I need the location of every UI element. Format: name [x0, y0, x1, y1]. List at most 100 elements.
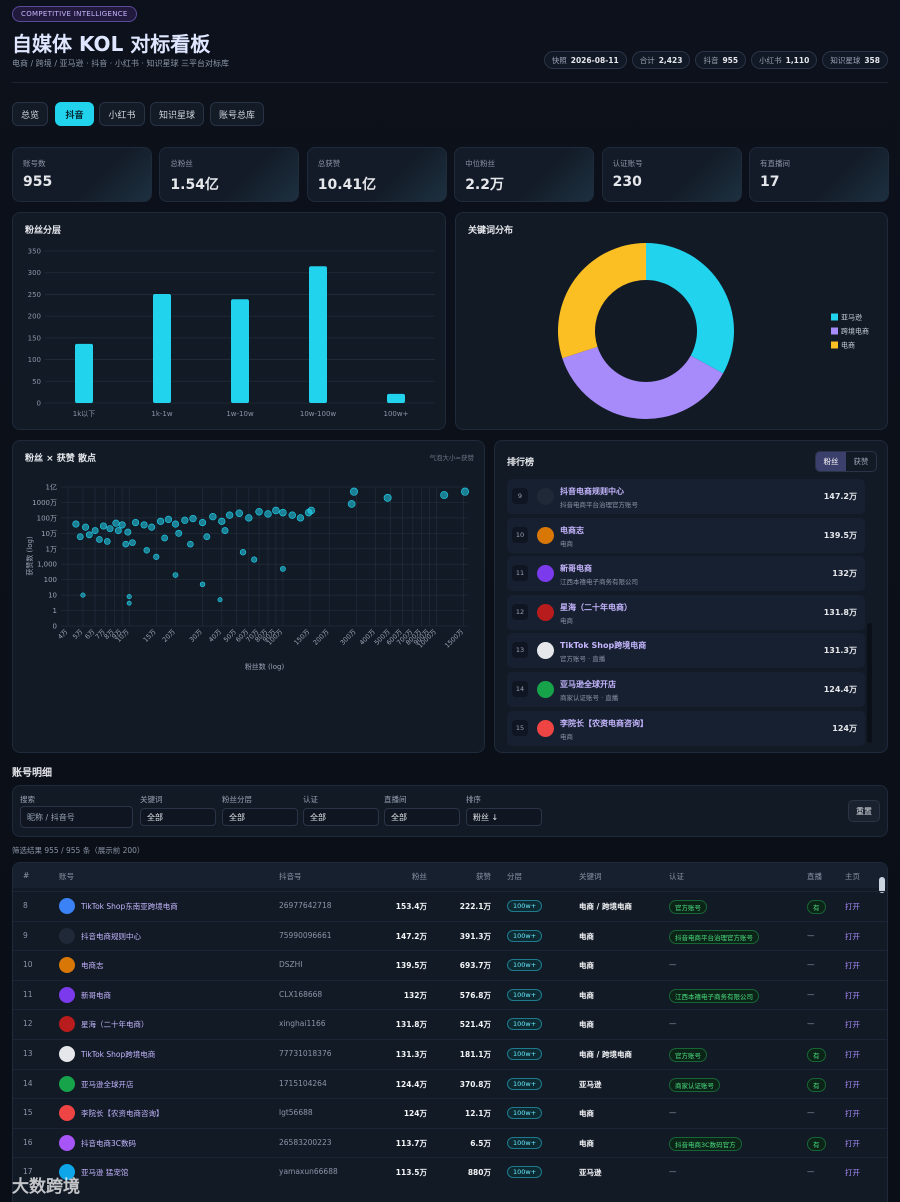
table-header-bg — [13, 863, 887, 888]
tab[interactable]: 总览 — [12, 102, 48, 126]
table-cell: 14 — [23, 1078, 33, 1088]
kpi-value: 955 — [23, 174, 53, 190]
open-link[interactable]: 打开 — [845, 931, 860, 941]
kpi-value: 17 — [760, 174, 780, 190]
legend-swatch — [831, 341, 838, 349]
table-cell: 370.8万 — [459, 1079, 491, 1089]
open-link[interactable]: 打开 — [845, 1050, 860, 1059]
open-link[interactable]: 打开 — [845, 1138, 860, 1148]
kpi-value: 1.54亿 — [170, 177, 219, 193]
filter-label: 搜索 — [20, 795, 35, 804]
table-row-line — [13, 950, 887, 952]
rank-number: 11 — [512, 565, 528, 582]
rank-number: 13 — [512, 642, 528, 659]
table-cell: 26977642718 — [279, 901, 332, 910]
pill-value: 1,110 — [785, 55, 810, 65]
table-cell: 电商 / 跨境电商 — [579, 1050, 632, 1059]
y-tick-label: 0 — [53, 623, 57, 631]
scatter-point — [296, 514, 305, 522]
scatter-point — [209, 513, 217, 521]
pill-value: 955 — [722, 55, 739, 65]
open-link[interactable]: 打开 — [845, 990, 860, 1000]
filter-select[interactable]: 全部 — [303, 808, 379, 826]
table-cell: 391.3万 — [459, 931, 491, 941]
avatar — [59, 927, 75, 944]
table-row-line — [13, 1068, 887, 1070]
open-link[interactable]: 打开 — [845, 1020, 860, 1030]
filter-label: 认证 — [303, 795, 318, 804]
open-link[interactable]: 打开 — [845, 902, 860, 911]
table-row-line — [13, 1098, 887, 1100]
open-link[interactable]: 打开 — [845, 1168, 860, 1178]
table-cell: — — [807, 1019, 815, 1029]
y-tick-label: 10万 — [41, 530, 57, 538]
tab[interactable]: 知识星球 — [150, 102, 204, 126]
rank-value: 139.5万 — [823, 530, 857, 540]
tab[interactable]: 小红书 — [99, 102, 145, 126]
ranking-row: 15 李院长【农资电商咨询】 电商 124万 — [507, 710, 865, 746]
search-input[interactable]: 昵称 / 抖音号 — [20, 806, 133, 828]
tier-tag: 100w+ — [507, 1136, 543, 1149]
scatter-point — [307, 506, 316, 515]
watermark: 大数跨境 — [12, 1177, 80, 1197]
table-cell: 576.8万 — [459, 990, 491, 1000]
legend-swatch — [831, 327, 838, 335]
scatter-point — [114, 527, 122, 535]
y-tick-label: 100 — [28, 356, 41, 364]
account-sub: 电商 — [560, 539, 573, 548]
kpi-value: 2.2万 — [465, 177, 504, 193]
table-cell: — — [807, 930, 815, 940]
kpi-card: 有直播间 17 — [749, 147, 889, 202]
filter-select[interactable]: 粉丝 ↓ — [466, 808, 542, 826]
filter-select[interactable]: 全部 — [384, 808, 460, 826]
live-tag: 有 — [807, 1077, 826, 1092]
y-axis-title: 获赞数 (log) — [25, 536, 34, 576]
live-tag: 有 — [807, 1136, 826, 1151]
open-link[interactable]: 打开 — [845, 1079, 860, 1089]
scatter-point — [171, 520, 180, 528]
tab-active[interactable]: 抖音 — [55, 102, 94, 126]
toggle-option-active[interactable]: 粉丝 — [816, 452, 846, 471]
result-count: 筛选结果 955 / 955 条（展示前 200） — [12, 846, 145, 855]
scatter-point — [103, 538, 111, 545]
rank-value: 131.3万 — [823, 646, 857, 656]
reset-button[interactable]: 重置 — [848, 800, 880, 822]
open-link[interactable]: 打开 — [845, 961, 860, 971]
legend-swatch — [831, 313, 838, 321]
account-name: 李院长【农资电商咨询】 — [81, 1109, 164, 1119]
ranking-row: 13 TikTok Shop跨境电商 官方账号 · 直播 131.3万 — [507, 633, 865, 669]
kpi-value: 10.41亿 — [317, 177, 377, 193]
scatter-point — [118, 521, 126, 529]
x-tick-label: 1w-10w — [226, 410, 254, 418]
toggle-option[interactable]: 获赞 — [853, 457, 869, 466]
table-cell: 222.1万 — [459, 902, 491, 911]
scatter-point — [235, 509, 243, 517]
table-cell: 139.5万 — [395, 961, 427, 971]
table-cell: 153.4万 — [395, 902, 427, 911]
page-title: 自媒体 KOL 对标看板 — [12, 32, 211, 56]
filter-select[interactable]: 全部 — [222, 808, 298, 826]
scatter-point — [91, 527, 99, 535]
table-cell: 15 — [23, 1108, 33, 1118]
account-sub: 江西本禧电子商务有限公司 — [560, 578, 638, 587]
scatter-point — [143, 547, 150, 554]
open-link[interactable]: 打开 — [845, 1109, 860, 1119]
filter-select[interactable]: 全部 — [140, 808, 216, 826]
table-header-cell: # — [23, 871, 30, 880]
table-cell: 电商 / 跨境电商 — [579, 902, 632, 911]
scatter-point — [80, 592, 86, 598]
scatter-point — [148, 523, 156, 531]
table-cell: 17 — [23, 1167, 33, 1177]
table-cell: 亚马逊 — [579, 1079, 602, 1089]
rank-value: 147.2万 — [823, 492, 857, 501]
rank-value: 124万 — [832, 723, 857, 733]
y-tick-label: 10 — [48, 592, 57, 600]
rank-number: 12 — [512, 603, 528, 620]
table-header-cell: 粉丝 — [412, 872, 427, 881]
tab[interactable]: 账号总库 — [210, 102, 264, 126]
avatar — [537, 642, 554, 660]
legend-label: 亚马逊 — [841, 313, 862, 322]
account-name: 亚马逊 猛宠馆 — [81, 1168, 129, 1178]
pill-value: 358 — [864, 55, 880, 65]
